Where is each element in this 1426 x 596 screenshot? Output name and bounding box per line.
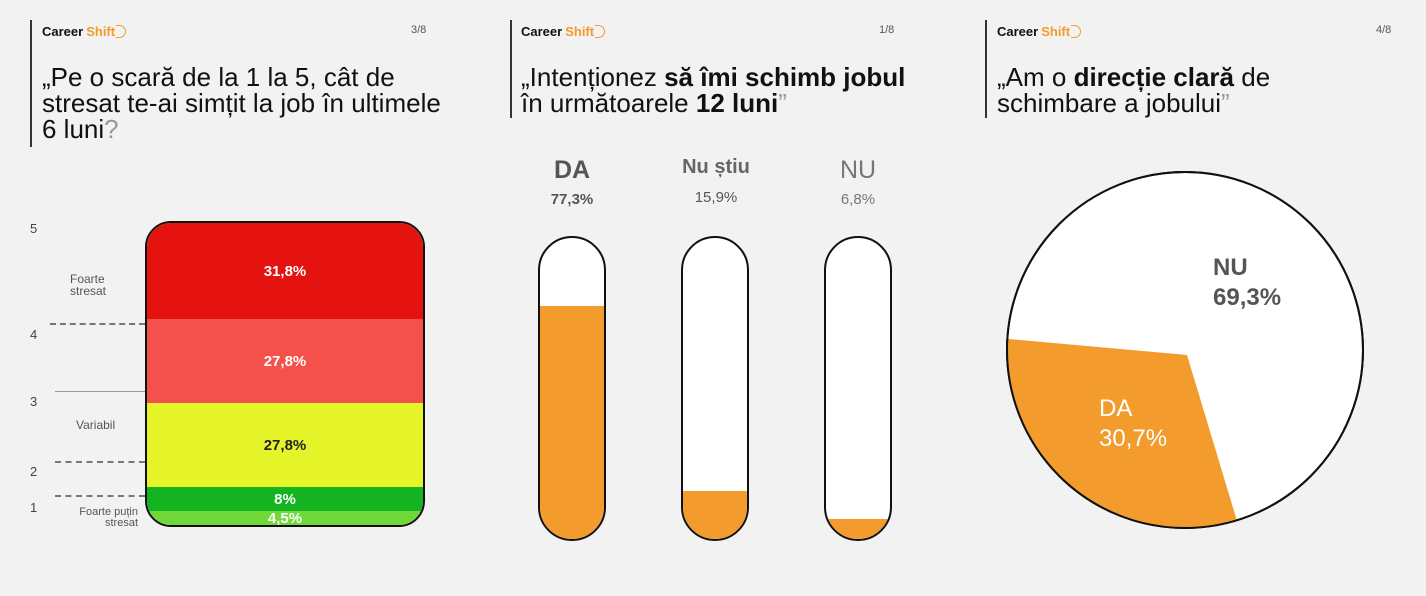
category-label: DA [553, 156, 591, 184]
title-text: de schimbare a jobului [997, 62, 1271, 118]
bar-segment-1: 4,5% [147, 509, 423, 527]
scale-label-top: Foarte stresat [70, 272, 107, 298]
scale-tick [55, 495, 145, 497]
value-label: 77,3% [550, 191, 594, 208]
scale-tick [55, 391, 145, 392]
page-number: 4/8 [1376, 24, 1392, 36]
scale-number: 1 [30, 500, 38, 515]
chart-title: „Pe o scară de la 1 la 5, cât de stresat… [42, 64, 452, 142]
pie-label-da: DA 30,7% [1099, 394, 1167, 454]
scale-number: 4 [30, 327, 38, 342]
title-text: „Intenționez [521, 62, 665, 92]
stacked-bar: 31,8% 27,8% 27,8% 8% 4,5% [145, 221, 425, 527]
bar-header: DA 77,3% [532, 156, 612, 208]
tube-bar [824, 236, 892, 541]
title-text: să îmi schimb jobul [664, 62, 906, 92]
data-label: 8% [274, 490, 296, 508]
brand-logo: Career Shift [521, 24, 606, 39]
title-text: ” [1221, 88, 1230, 118]
category-label: DA [1099, 395, 1133, 422]
value-label: 15,9% [694, 189, 738, 206]
scale-number: 5 [30, 221, 38, 236]
title-text: 12 luni [695, 88, 779, 118]
scale-label-mid: Variabil [76, 418, 116, 432]
scale-tick [50, 323, 145, 325]
logo-arc-icon [1071, 25, 1082, 38]
title-text: „Am o [997, 62, 1074, 92]
title-text: ” [778, 88, 787, 118]
scale-number: 3 [30, 394, 38, 409]
scale-tick [55, 461, 145, 463]
pie-label-nu: NU 69,3% [1213, 253, 1281, 313]
tube-bar [538, 236, 606, 541]
title-text: în următoarele [521, 88, 696, 118]
chart-title: „Am o direcție clară de schimbare a jobu… [997, 64, 1397, 116]
scale-label-bottom: Foarte puțin stresat [79, 506, 138, 529]
scale-number: 2 [30, 464, 38, 479]
bar-header: NU 6,8% [818, 156, 898, 208]
pie-outline [1006, 171, 1364, 529]
page-number: 1/8 [879, 24, 895, 36]
bar-header: Nu știu 15,9% [666, 156, 766, 206]
bar-segment-2: 8% [147, 487, 423, 512]
title-text: direcție clară [1073, 62, 1235, 92]
accent-line [30, 20, 32, 147]
data-label: 31,8% [263, 262, 307, 280]
logo-arc-icon [595, 25, 606, 38]
accent-line [985, 20, 987, 118]
title-text: ? [104, 114, 119, 144]
tube-fill [540, 306, 604, 539]
value-label: 69,3% [1213, 284, 1282, 311]
tube-bar [681, 236, 749, 541]
category-label: NU [839, 156, 877, 184]
bar-segment-5: 31,8% [147, 223, 423, 320]
data-label: 4,5% [267, 509, 303, 527]
logo-arc-icon [116, 25, 127, 38]
bar-segment-4: 27,8% [147, 319, 423, 404]
data-label: 27,8% [263, 436, 307, 454]
accent-line [510, 20, 512, 118]
data-label: 27,8% [263, 352, 307, 370]
tube-fill [683, 491, 747, 539]
tube-fill [826, 518, 890, 539]
category-label: Nu știu [682, 156, 750, 178]
brand-logo: Career Shift [997, 24, 1082, 39]
brand-logo: Career Shift [42, 24, 127, 39]
value-label: 6,8% [840, 191, 876, 208]
value-label: 30,7% [1099, 425, 1168, 452]
page-number: 3/8 [411, 24, 427, 36]
pie-chart [1006, 171, 1364, 529]
title-text: „Pe o scară de la 1 la 5, cât de stresat… [42, 62, 441, 144]
chart-title: „Intenționez să îmi schimb jobul în urmă… [521, 64, 911, 116]
category-label: NU [1213, 254, 1248, 281]
bar-segment-3: 27,8% [147, 403, 423, 488]
